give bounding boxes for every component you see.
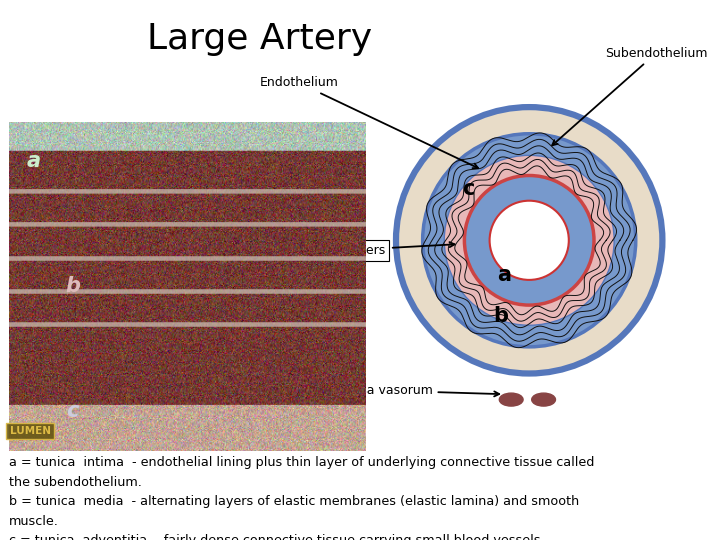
Text: c = tunica  adventitia  - fairly dense connective tissue carrying small blood ve: c = tunica adventitia - fairly dense con… (9, 534, 544, 540)
Text: Vasa vasorum: Vasa vasorum (345, 384, 499, 397)
Text: Large Artery: Large Artery (147, 22, 372, 56)
Text: muscle.: muscle. (9, 515, 58, 528)
Text: LUMEN: LUMEN (9, 426, 50, 436)
Ellipse shape (490, 201, 569, 280)
Ellipse shape (444, 156, 614, 325)
Ellipse shape (396, 107, 662, 374)
Text: b: b (66, 276, 81, 296)
Text: b = tunica  media  - alternating layers of elastic membranes (elastic lamina) an: b = tunica media - alternating layers of… (9, 495, 579, 508)
Ellipse shape (500, 393, 523, 406)
Ellipse shape (423, 134, 636, 347)
Text: the subendothelium.: the subendothelium. (9, 476, 142, 489)
Text: c: c (462, 179, 474, 199)
Text: Subendothelium: Subendothelium (552, 46, 707, 145)
Text: Elastic fibers: Elastic fibers (305, 242, 454, 257)
Ellipse shape (464, 176, 594, 305)
Text: a: a (27, 151, 40, 171)
Text: c: c (67, 401, 79, 421)
Text: a: a (497, 265, 511, 286)
Text: Endothelium: Endothelium (259, 76, 478, 168)
Text: a = tunica  intima  - endothelial lining plus thin layer of underlying connectiv: a = tunica intima - endothelial lining p… (9, 456, 594, 469)
Ellipse shape (531, 393, 556, 406)
Text: b: b (493, 306, 508, 326)
